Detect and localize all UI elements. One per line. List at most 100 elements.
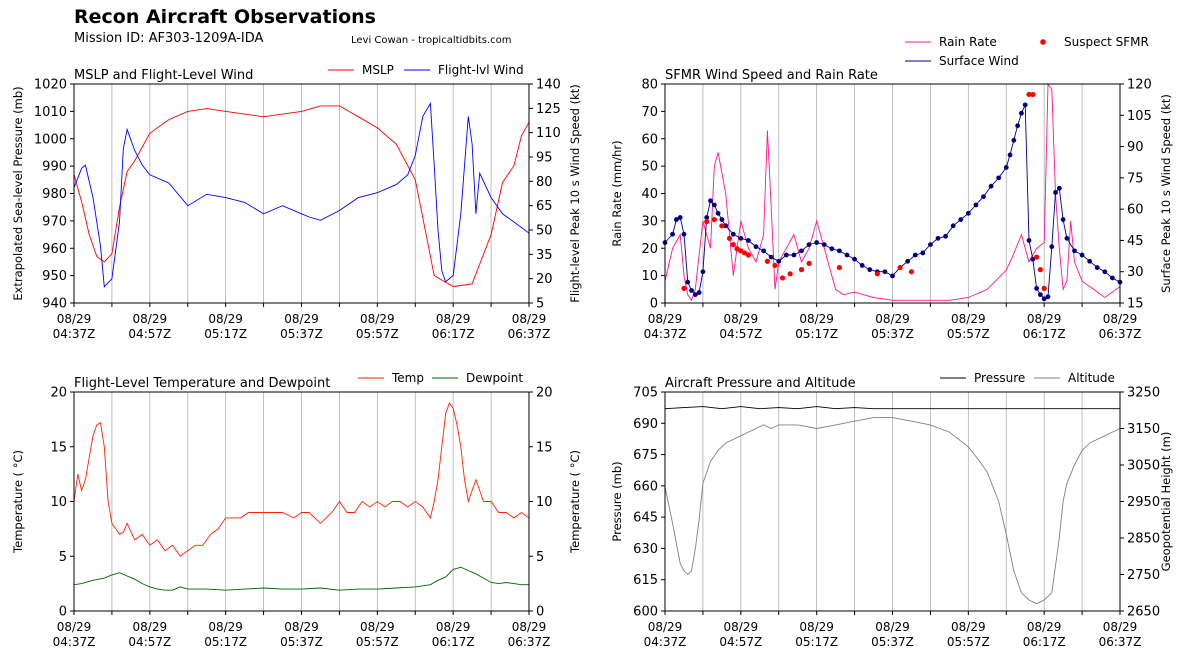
surface-wind-point [988, 183, 994, 189]
suspect-sfmr-point [1037, 267, 1043, 273]
suspect-sfmr-point [1026, 91, 1032, 98]
surface-wind-point [829, 246, 835, 252]
x-tick-label-line: 04:37Z [644, 635, 687, 649]
y-right-tick-label: 2650 [1127, 605, 1160, 620]
x-tick-label: 08/29 05:17Z [795, 312, 838, 341]
y-left-tick-label: 20 [50, 386, 67, 401]
y-right-tick-label: 2850 [1127, 532, 1160, 547]
y-right-axis-label: Surface Peak 10 s Wind Speed (kt) [1159, 94, 1173, 293]
x-tick-label-line: 06:17Z [1023, 635, 1066, 649]
y-right-tick-label: 20 [536, 386, 553, 401]
surface-wind-point [673, 217, 679, 222]
x-tick-label-line: 05:57Z [356, 635, 399, 649]
y-right-tick-label: 3150 [1127, 422, 1160, 437]
x-tick-label: 08/29 06:17Z [1023, 312, 1066, 341]
suspect-sfmr-point [764, 258, 770, 264]
surface-wind-point [943, 233, 948, 239]
y-left-tick-label: 0 [650, 297, 658, 312]
y-right-tick-label: 75 [1127, 171, 1144, 186]
y-left-tick-label: 660 [633, 479, 658, 494]
y-right-tick-label: 90 [1127, 140, 1144, 155]
legend-label: MSLP [362, 63, 394, 77]
y-right-tick-label: 20 [536, 272, 553, 287]
x-tick-label-line: 04:57Z [719, 635, 762, 649]
plot-frame [664, 391, 1121, 612]
x-tick-label-line: 08/29 [724, 312, 759, 326]
surface-wind-point [768, 254, 774, 260]
x-tick-label-line: 06:17Z [1023, 327, 1066, 341]
surface-wind-point [696, 290, 702, 295]
x-tick-label-line: 08/29 [208, 312, 243, 326]
surface-wind-point [1026, 238, 1032, 243]
surface-wind-point [799, 248, 804, 254]
suspect-sfmr-point [1041, 285, 1047, 291]
x-tick-label-line: 06:17Z [432, 327, 475, 341]
x-tick-label: 08/29 04:37Z [53, 312, 96, 341]
y-left-tick-label: 5 [59, 550, 67, 565]
surface-wind-point [692, 292, 698, 298]
series-line-temp [73, 402, 530, 557]
surface-wind-point [965, 210, 971, 216]
legend-label: Altitude [1068, 371, 1115, 385]
legend-label: Suspect SFMR [1064, 35, 1149, 49]
x-tick-label: 08/29 05:17Z [204, 620, 247, 649]
surface-wind-point [1110, 275, 1115, 281]
x-tick-label-line: 05:17Z [795, 327, 838, 341]
surface-wind-point [761, 248, 766, 254]
surface-wind-point [677, 215, 683, 220]
suspect-sfmr-point [719, 223, 725, 229]
x-tick-label-line: 04:37Z [644, 327, 687, 341]
x-tick-label-line: 05:37Z [280, 327, 323, 341]
suspect-sfmr-point [874, 271, 880, 277]
surface-wind-point [882, 269, 888, 275]
surface-wind-point [1011, 137, 1017, 143]
y-right-tick-label: 110 [536, 126, 561, 141]
y-left-tick-label: 15 [50, 440, 67, 455]
surface-wind-point [1022, 102, 1028, 108]
y-right-tick-label: 2950 [1127, 495, 1160, 510]
surface-wind-point [700, 269, 706, 275]
y-right-tick-label: 65 [536, 199, 553, 214]
surface-wind-point [1049, 244, 1055, 250]
credit-text: Levi Cowan - tropicaltidbits.com [351, 35, 512, 46]
y-right-tick-label: 3250 [1127, 386, 1160, 401]
x-tick-label: 08/29 06:17Z [1023, 620, 1066, 649]
x-tick-label: 08/29 06:37Z [508, 620, 551, 649]
surface-wind-point [806, 242, 812, 248]
x-tick-label-line: 05:17Z [795, 635, 838, 649]
x-tick-label-line: 08/29 [875, 312, 910, 326]
x-tick-label-line: 04:57Z [128, 635, 171, 649]
surface-wind-point [791, 252, 797, 258]
x-tick-label-line: 08/29 [1103, 620, 1138, 634]
x-tick-label: 08/29 04:57Z [719, 312, 762, 341]
surface-wind-point [1041, 296, 1047, 302]
surface-wind-point [1030, 256, 1036, 262]
surface-wind-point [1064, 235, 1070, 241]
y-left-tick-label: 940 [42, 297, 67, 312]
surface-wind-point [715, 210, 721, 216]
x-tick-label: 08/29 05:57Z [947, 620, 990, 649]
x-tick-label-line: 05:57Z [947, 635, 990, 649]
surface-wind-point [1079, 252, 1085, 258]
y-left-tick-label: 950 [42, 269, 67, 284]
plot-frame [664, 83, 1121, 304]
x-tick-label: 08/29 05:37Z [871, 620, 914, 649]
y-left-tick-label: 970 [42, 214, 67, 229]
surface-wind-point [738, 235, 744, 241]
x-tick-label-line: 08/29 [799, 312, 834, 326]
y-right-tick-label: 2750 [1127, 568, 1160, 583]
x-tick-label-line: 05:37Z [871, 635, 914, 649]
x-tick-label: 08/29 05:57Z [947, 312, 990, 341]
y-left-tick-label: 60 [641, 132, 658, 147]
suspect-sfmr-point [704, 219, 710, 225]
surface-wind-point [1087, 258, 1093, 264]
y-left-tick-label: 0 [59, 605, 67, 620]
suspect-sfmr-point [738, 248, 744, 254]
surface-wind-point [859, 263, 865, 268]
surface-wind-point [958, 217, 964, 222]
surface-wind-point [981, 194, 986, 200]
x-tick-label: 08/29 05:57Z [356, 620, 399, 649]
x-tick-label-line: 08/29 [133, 312, 168, 326]
surface-wind-point [905, 258, 911, 264]
